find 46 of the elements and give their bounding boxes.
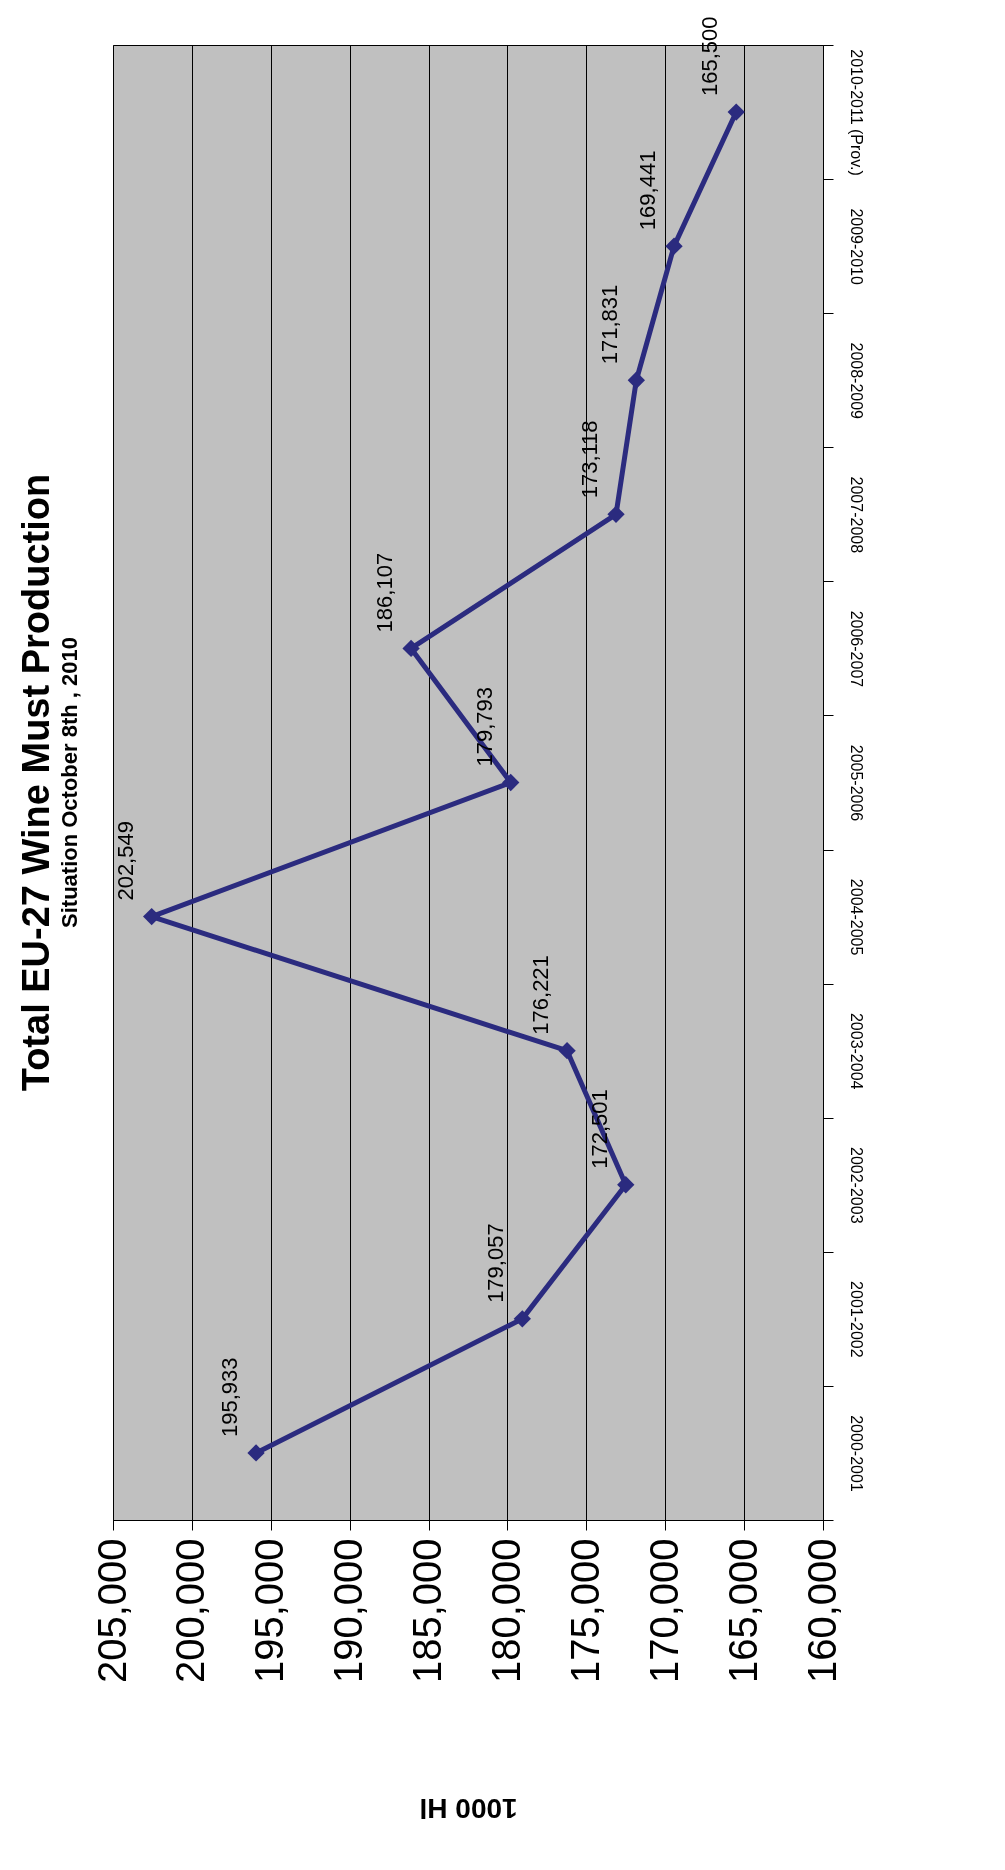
- data-label: 202,549: [112, 821, 138, 901]
- y-tick-label: 2008-2009: [847, 342, 865, 420]
- data-label: 165,500: [697, 16, 723, 97]
- x-tick-label: 165,000: [720, 1538, 765, 1684]
- y-tick-label: 2001-2002: [847, 1281, 865, 1358]
- point: [627, 371, 645, 389]
- data-label: 172,501: [586, 1089, 612, 1169]
- x-tick-label: 170,000: [641, 1538, 686, 1684]
- data-label: 186,107: [372, 552, 398, 633]
- point: [247, 1444, 265, 1462]
- x-tick-label: 180,000: [483, 1538, 528, 1684]
- y-tick-label: 2003-2004: [847, 1012, 865, 1090]
- point: [502, 773, 520, 792]
- point: [665, 237, 683, 255]
- y-tick-label: 2010-2011 (Prov.): [847, 49, 865, 176]
- point: [402, 639, 420, 658]
- x-tick-label: 200,000: [168, 1538, 213, 1684]
- point: [558, 1042, 576, 1060]
- x-tick-label: 190,000: [326, 1538, 371, 1684]
- y-tick-label: 2004-2005: [847, 878, 865, 956]
- x-tick-label: 175,000: [562, 1538, 607, 1684]
- point: [513, 1310, 531, 1328]
- data-label: 176,221: [528, 955, 554, 1035]
- x-axis-title: 1000 Hl: [419, 1792, 518, 1824]
- point: [617, 1176, 635, 1194]
- y-tick-label: 2005-2006: [847, 744, 865, 822]
- data-label: 169,441: [635, 150, 661, 231]
- text: Total EU-27 Wine Must Production: [15, 473, 57, 1092]
- x-tick-label: 160,000: [799, 1538, 844, 1684]
- text: Situation October 8th , 2010: [57, 637, 82, 928]
- data-label: 195,933: [217, 1357, 243, 1437]
- y-tick-label: 2000-2001: [847, 1415, 865, 1492]
- y-tick-label: 2002-2003: [847, 1147, 865, 1224]
- y-tick-label: 2006-2007: [847, 610, 865, 688]
- y-tick-label: 2009-2010: [847, 208, 865, 285]
- x-tick-label: 205,000: [89, 1538, 134, 1684]
- point: [143, 907, 161, 926]
- point: [607, 505, 625, 523]
- data-label: 171,831: [597, 284, 623, 365]
- data-label: 179,057: [483, 1223, 509, 1303]
- point: [727, 103, 745, 121]
- data-label: 179,793: [471, 686, 497, 767]
- data-label: 173,118: [577, 420, 603, 499]
- x-tick-label: 185,000: [405, 1538, 450, 1684]
- y-tick-label: 2007-2008: [847, 476, 865, 554]
- x-tick-label: 195,000: [247, 1538, 292, 1684]
